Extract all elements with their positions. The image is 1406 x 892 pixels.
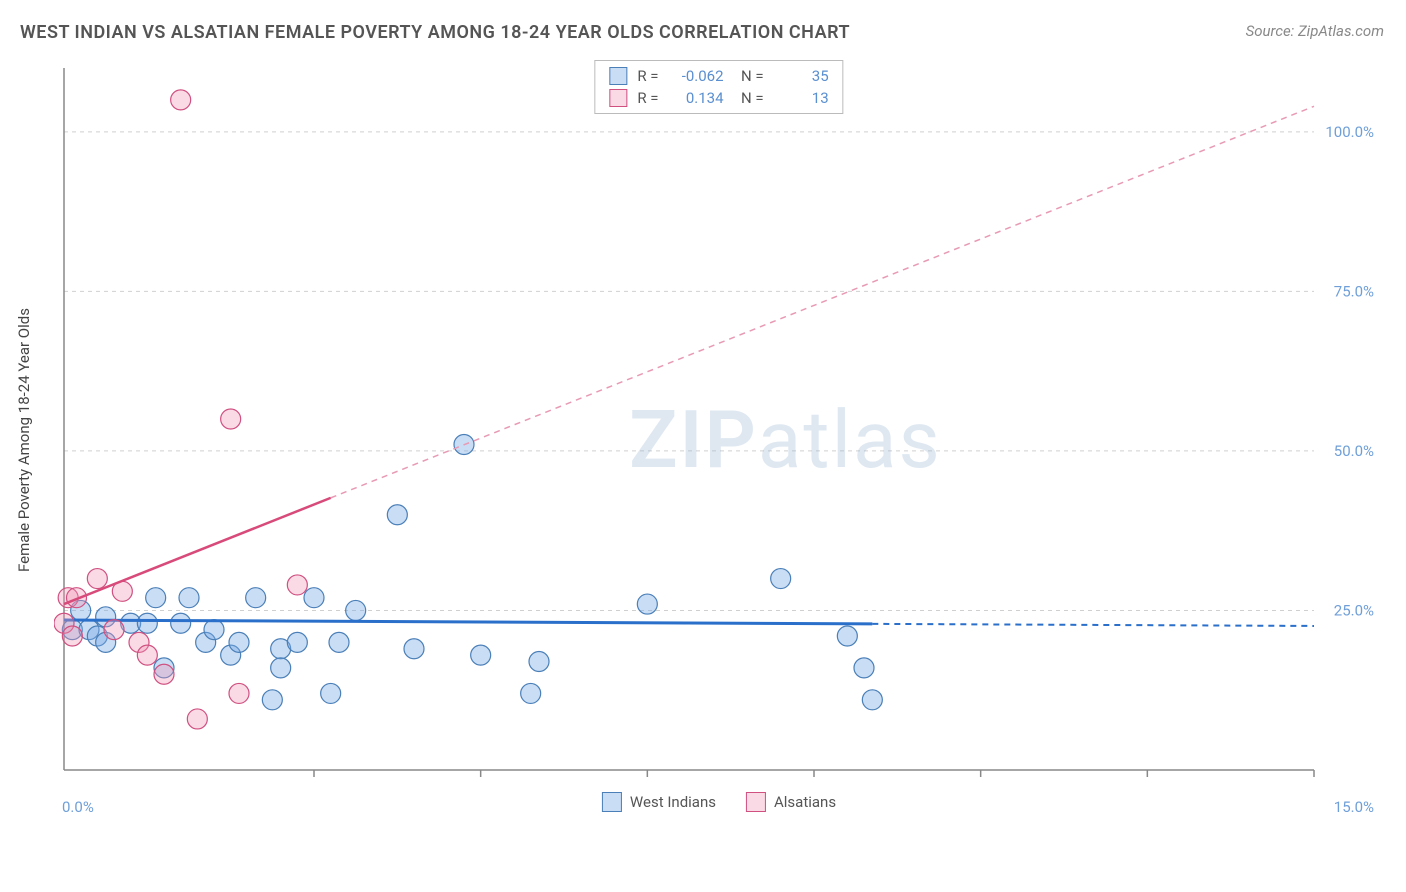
data-point	[154, 664, 174, 684]
data-point	[171, 613, 191, 633]
stats-n-value: 13	[774, 89, 829, 107]
legend-label: Alsatians	[774, 793, 836, 811]
data-point	[271, 658, 291, 678]
legend-swatch	[746, 792, 766, 812]
stats-n-label: N =	[734, 89, 764, 107]
stats-row: R = 0.134 N = 13	[609, 87, 828, 109]
data-point	[104, 620, 124, 640]
trend-line-extrapolated	[331, 106, 1314, 498]
data-point	[471, 645, 491, 665]
legend-item: West Indians	[602, 792, 716, 812]
stats-r-value: -0.062	[669, 67, 724, 85]
legend-item: Alsatians	[746, 792, 836, 812]
data-point	[62, 626, 82, 646]
data-point	[87, 569, 107, 589]
chart-area: Female Poverty Among 18-24 Year Olds ZIP…	[54, 60, 1384, 820]
data-point	[387, 505, 407, 525]
data-point	[204, 620, 224, 640]
data-point	[146, 588, 166, 608]
data-point	[187, 709, 207, 729]
stats-row: R = -0.062 N = 35	[609, 65, 828, 87]
stats-legend: R = -0.062 N = 35R = 0.134 N = 13	[594, 60, 843, 114]
data-point	[221, 409, 241, 429]
data-point	[862, 690, 882, 710]
data-point	[837, 626, 857, 646]
data-point	[229, 632, 249, 652]
data-point	[137, 645, 157, 665]
stats-n-label: N =	[734, 67, 764, 85]
x-tick-label: 0.0%	[62, 798, 94, 816]
stats-r-value: 0.134	[669, 89, 724, 107]
stats-r-label: R =	[637, 89, 658, 107]
data-point	[854, 658, 874, 678]
legend-label: West Indians	[630, 793, 716, 811]
data-point	[404, 639, 424, 659]
data-point	[771, 569, 791, 589]
data-point	[637, 594, 657, 614]
data-point	[329, 632, 349, 652]
data-point	[262, 690, 282, 710]
data-point	[287, 632, 307, 652]
data-point	[346, 600, 366, 620]
chart-title: WEST INDIAN VS ALSATIAN FEMALE POVERTY A…	[20, 22, 850, 43]
series-legend: West Indians Alsatians	[602, 792, 836, 812]
stats-r-label: R =	[637, 67, 658, 85]
data-point	[287, 575, 307, 595]
stats-n-value: 35	[774, 67, 829, 85]
x-tick-label: 15.0%	[1334, 798, 1374, 816]
data-point	[529, 652, 549, 672]
data-point	[321, 683, 341, 703]
y-tick-label: 50.0%	[1334, 442, 1374, 460]
y-tick-label: 75.0%	[1334, 282, 1374, 300]
scatter-chart: 25.0% 50.0% 75.0% 100.0% 0.0% 15.0%	[54, 60, 1384, 820]
y-tick-label: 25.0%	[1334, 601, 1374, 619]
source-attribution: Source: ZipAtlas.com	[1246, 22, 1384, 40]
stats-swatch	[609, 89, 627, 107]
y-axis-label: Female Poverty Among 18-24 Year Olds	[15, 308, 33, 572]
data-point	[67, 588, 87, 608]
data-point	[179, 588, 199, 608]
y-tick-label: 100.0%	[1325, 123, 1374, 141]
legend-swatch	[602, 792, 622, 812]
data-point	[229, 683, 249, 703]
data-point	[246, 588, 266, 608]
data-point	[137, 613, 157, 633]
data-point	[304, 588, 324, 608]
data-point	[521, 683, 541, 703]
stats-swatch	[609, 67, 627, 85]
trend-line-extrapolated	[872, 624, 1314, 626]
data-point	[171, 90, 191, 110]
